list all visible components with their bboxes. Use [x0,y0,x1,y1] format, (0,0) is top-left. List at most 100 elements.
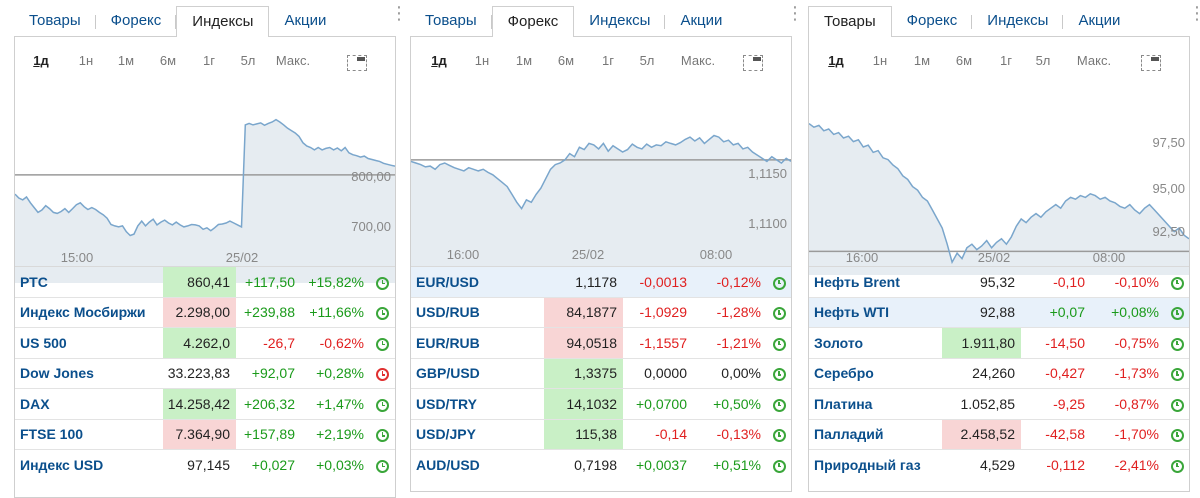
range-1w[interactable]: 1н [872,52,888,68]
range-max[interactable]: Макс. [275,52,311,68]
range-1d[interactable]: 1д [828,52,844,68]
x-tick-label: 16:00 [447,247,480,262]
instrument-name[interactable]: Нефть WTI [809,296,942,328]
tab-indices[interactable]: Индексы [176,6,270,37]
range-1m[interactable]: 1м [515,52,533,68]
instrument-name[interactable]: FTSE 100 [15,418,163,450]
quote-row[interactable]: Индекс Мосбиржи 2.298,00 +239,88 +11,66% [15,296,395,328]
instrument-name[interactable]: EUR/USD [411,266,544,297]
quote-row[interactable]: GBP/USD 1,3375 0,0000 0,00% [411,357,791,389]
instrument-name[interactable]: Природный газ [809,449,942,480]
tab-forex[interactable]: Форекс [892,6,973,36]
fullscreen-icon[interactable] [1141,55,1161,71]
instrument-name[interactable]: GBP/USD [411,357,544,389]
instrument-name[interactable]: Индекс USD [15,449,163,480]
market-status [370,327,395,358]
range-1w[interactable]: 1н [474,52,490,68]
instrument-name[interactable]: Индекс Мосбиржи [15,296,163,328]
instrument-name[interactable]: Серебро [809,357,942,389]
price-change: +117,50 [236,266,301,297]
category-tabs: Товары Форекс Индексы Акции [808,6,1135,37]
range-max[interactable]: Макс. [680,52,716,68]
quote-row[interactable]: EUR/RUB 94,0518 -1,1557 -1,21% [411,327,791,358]
y-tick-label: 700,00 [351,219,391,234]
quote-row[interactable]: US 500 4.262,0 -26,7 -0,62% [15,327,395,358]
instrument-name[interactable]: US 500 [15,327,163,358]
instrument-name[interactable]: USD/JPY [411,418,544,450]
price-change: -0,10 [1021,266,1091,297]
tab-forex[interactable]: Форекс [491,6,575,37]
market-status [370,357,395,389]
quote-row[interactable]: Нефть WTI 92,88 +0,07 +0,08% [809,296,1189,328]
quote-row[interactable]: Палладий 2.458,52 -42,58 -1,70% [809,418,1189,450]
range-1y[interactable]: 1г [203,52,215,68]
instrument-name[interactable]: Нефть Brent [809,266,942,297]
quote-row[interactable]: Природный газ 4,529 -0,112 -2,41% [809,449,1189,480]
quote-row[interactable]: USD/TRY 14,1032 +0,0700 +0,50% [411,388,791,419]
tab-indices[interactable]: Индексы [972,6,1064,36]
tab-stocks[interactable]: Акции [1078,12,1121,29]
range-1w[interactable]: 1н [78,52,94,68]
instrument-name[interactable]: EUR/RUB [411,327,544,358]
quote-row[interactable]: Платина 1.052,85 -9,25 -0,87% [809,388,1189,419]
chart-panel: 1д 1н 1м 6м 1г 5л Макс. 1,1150 1,1100 16… [410,36,792,492]
y-tick-label: 97,50 [1152,135,1185,150]
range-6m[interactable]: 6м [557,52,575,68]
range-1m[interactable]: 1м [913,52,931,68]
quote-row[interactable]: EUR/USD 1,1178 -0,0013 -0,12% [411,266,791,297]
price-line [809,122,1189,265]
last-price: 860,41 [163,266,236,297]
range-1m[interactable]: 1м [117,52,135,68]
tab-indices[interactable]: Индексы [574,6,666,36]
more-options-icon[interactable]: ⋮ [1188,3,1200,23]
tab-commodities[interactable]: Товары [14,6,96,36]
quote-row[interactable]: FTSE 100 7.364,90 +157,89 +2,19% [15,418,395,450]
instrument-name[interactable]: USD/TRY [411,388,544,419]
fullscreen-icon[interactable] [347,55,367,71]
last-price: 24,260 [942,357,1021,389]
tab-forex[interactable]: Форекс [96,6,177,36]
area-fill [411,135,791,271]
fullscreen-icon[interactable] [743,55,763,71]
range-6m[interactable]: 6м [955,52,973,68]
range-1y[interactable]: 1г [1000,52,1012,68]
clock-icon [1170,429,1184,443]
quote-row[interactable]: Нефть Brent 95,32 -0,10 -0,10% [809,266,1189,297]
price-change: 0,0000 [623,357,693,389]
instrument-name[interactable]: Золото [809,327,942,358]
quote-row[interactable]: РТС 860,41 +117,50 +15,82% [15,266,395,297]
more-options-icon[interactable]: ⋮ [390,3,408,23]
last-price: 14.258,42 [163,388,236,419]
instrument-name[interactable]: USD/RUB [411,296,544,328]
market-status [370,388,395,419]
instrument-name[interactable]: Платина [809,388,942,419]
instrument-name[interactable]: Dow Jones [15,357,163,389]
quote-row[interactable]: Серебро 24,260 -0,427 -1,73% [809,357,1189,389]
quote-row[interactable]: Индекс USD 97,145 +0,027 +0,03% [15,449,395,480]
range-6m[interactable]: 6м [159,52,177,68]
quote-row[interactable]: Dow Jones 33.223,83 +92,07 +0,28% [15,357,395,389]
range-1y[interactable]: 1г [602,52,614,68]
tab-stocks[interactable]: Акции [680,12,723,29]
quote-row[interactable]: USD/RUB 84,1877 -1,0929 -1,28% [411,296,791,328]
tab-commodities[interactable]: Товары [410,6,492,36]
instrument-name[interactable]: AUD/USD [411,449,544,480]
last-price: 2.298,00 [163,296,236,328]
instrument-name[interactable]: DAX [15,388,163,419]
range-max[interactable]: Макс. [1076,52,1112,68]
quote-row[interactable]: DAX 14.258,42 +206,32 +1,47% [15,388,395,419]
quote-row[interactable]: AUD/USD 0,7198 +0,0037 +0,51% [411,449,791,480]
range-5y[interactable]: 5л [1035,52,1051,68]
instrument-name[interactable]: Палладий [809,418,942,450]
last-price: 0,7198 [544,449,623,480]
range-1d[interactable]: 1д [431,52,447,68]
range-1d[interactable]: 1д [33,52,49,68]
tab-stocks[interactable]: Акции [284,12,327,29]
range-5y[interactable]: 5л [639,52,655,68]
instrument-name[interactable]: РТС [15,266,163,297]
quote-row[interactable]: USD/JPY 115,38 -0,14 -0,13% [411,418,791,450]
tab-commodities[interactable]: Товары [808,6,892,37]
more-options-icon[interactable]: ⋮ [786,3,804,23]
quote-row[interactable]: Золото 1.911,80 -14,50 -0,75% [809,327,1189,358]
range-5y[interactable]: 5л [240,52,256,68]
